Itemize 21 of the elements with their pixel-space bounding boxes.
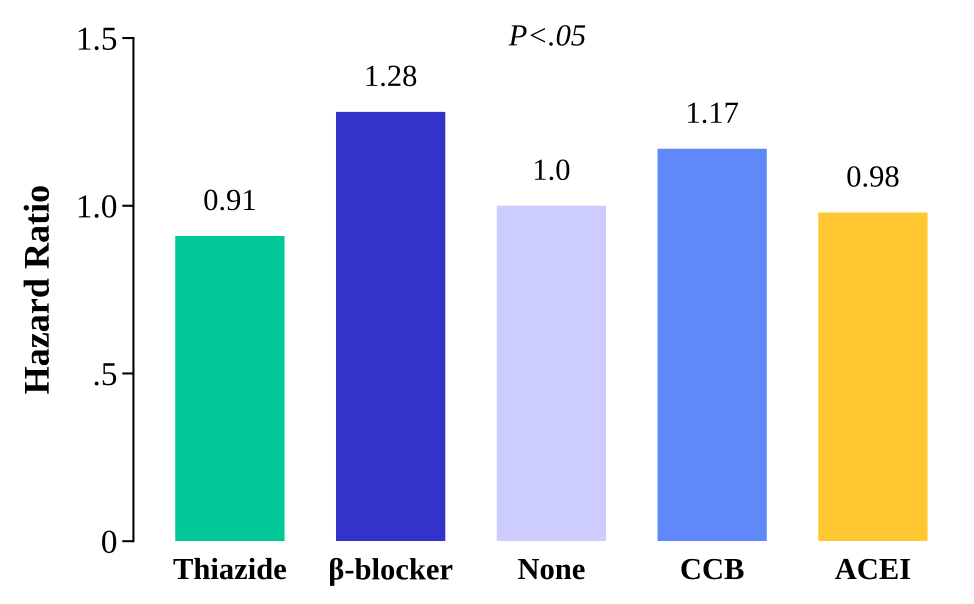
bar <box>175 236 285 542</box>
data-label: 1.0 <box>535 159 570 180</box>
y-tick-label: 1.0 <box>78 195 116 218</box>
bar <box>818 212 928 542</box>
x-tick-label: Thiazide <box>173 558 286 580</box>
data-label: 1.28 <box>366 66 416 86</box>
bar <box>496 206 606 542</box>
x-tick-label: ACEI <box>835 558 910 580</box>
annotation: P<.05 <box>508 25 586 46</box>
y-tick-label: 0 <box>102 530 116 554</box>
x-tick-label: β-blocker <box>330 558 452 586</box>
x-tick-label: CCB <box>681 558 744 580</box>
bar <box>336 112 446 542</box>
x-tick-label: None <box>518 559 585 580</box>
y-axis-title: Hazard Ratio <box>24 186 50 394</box>
y-tick-label: 1.5 <box>78 28 116 50</box>
data-label: 0.98 <box>847 166 898 187</box>
bar <box>658 148 767 542</box>
y-tick-label: .5 <box>94 363 116 386</box>
data-label: 0.91 <box>204 190 255 210</box>
data-label: 1.17 <box>688 102 738 124</box>
